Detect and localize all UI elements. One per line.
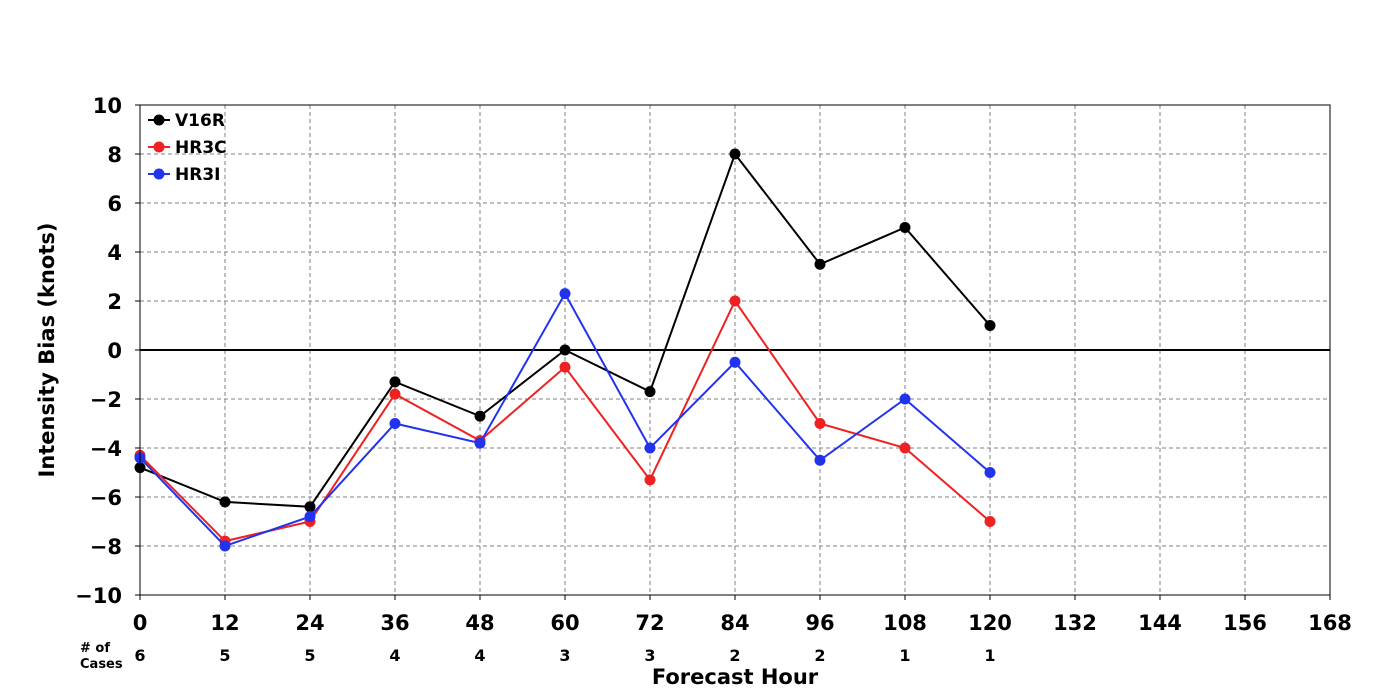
x-tick-label: 96	[805, 611, 834, 635]
case-count: 4	[474, 646, 485, 665]
x-tick-label: 120	[968, 611, 1012, 635]
case-count: 6	[134, 646, 145, 665]
series-point-hr3c	[729, 295, 741, 307]
cases-title-line2: Cases	[80, 657, 123, 672]
legend-label-v16r: V16R	[175, 111, 225, 131]
case-count: 1	[984, 646, 995, 665]
y-tick-label: −6	[90, 486, 122, 510]
series-point-hr3i	[559, 288, 571, 300]
series-point-v16r	[389, 376, 401, 388]
legend-label-hr3c: HR3C	[175, 138, 227, 158]
series-point-hr3i	[219, 540, 231, 552]
series-point-hr3i	[474, 437, 486, 449]
series-point-hr3i	[899, 393, 911, 405]
series-point-hr3i	[389, 418, 401, 429]
case-count: 3	[644, 646, 655, 665]
series-point-hr3c	[984, 516, 996, 527]
data-series	[134, 148, 996, 552]
series-point-hr3c	[899, 442, 911, 454]
legend-label-hr3i: HR3I	[175, 165, 220, 185]
series-point-hr3i	[814, 454, 826, 466]
cases-title-line1: # of	[80, 641, 110, 656]
x-tick-label: 144	[1138, 611, 1182, 635]
legend-marker-hr3i	[153, 168, 165, 180]
series-point-hr3c	[559, 361, 571, 373]
series-point-v16r	[984, 320, 996, 331]
case-count: 5	[304, 646, 315, 665]
y-tick-label: −8	[90, 535, 122, 559]
legend-marker-v16r	[153, 114, 165, 126]
y-tick-label: 6	[107, 192, 122, 216]
series-point-hr3c	[814, 418, 826, 429]
x-tick-label: 168	[1308, 611, 1352, 635]
case-count: 2	[729, 646, 740, 665]
x-tick-labels: 0 12 24 36 48 60 72 84 96 108 120 132 144 156 168	[133, 595, 1352, 635]
series-point-v16r	[304, 501, 316, 513]
y-tick-label: −4	[90, 437, 122, 461]
series-point-v16r	[644, 386, 656, 398]
x-tick-label: 72	[635, 611, 664, 635]
y-tick-label: 4	[107, 241, 122, 265]
legend: V16R HR3C HR3I	[148, 111, 227, 185]
x-tick-label: 60	[550, 611, 579, 635]
case-count: 1	[899, 646, 910, 665]
series-point-v16r	[899, 222, 911, 233]
x-axis-title: Forecast Hour	[652, 665, 819, 689]
case-count: 5	[219, 646, 230, 665]
case-count: 3	[559, 646, 570, 665]
y-tick-label: −2	[90, 388, 122, 412]
y-tick-label: 8	[107, 143, 122, 167]
y-tick-label: 0	[107, 339, 122, 363]
x-tick-label: 132	[1053, 611, 1097, 635]
series-point-hr3c	[389, 388, 401, 400]
x-tick-label: 24	[295, 611, 324, 635]
x-tick-label: 48	[465, 611, 494, 635]
y-axis-title: Intensity Bias (knots)	[35, 223, 59, 478]
y-tick-label: 10	[93, 94, 122, 118]
case-count: 2	[814, 646, 825, 665]
series-point-hr3i	[304, 511, 316, 523]
x-tick-label: 12	[210, 611, 239, 635]
series-point-hr3i	[644, 442, 656, 454]
legend-marker-hr3c	[153, 141, 165, 153]
series-point-hr3i	[729, 356, 741, 368]
series-point-hr3c	[644, 474, 656, 486]
series-point-v16r	[814, 258, 826, 270]
case-count: 4	[389, 646, 400, 665]
x-tick-label: 36	[380, 611, 409, 635]
y-tick-label: 2	[107, 290, 122, 314]
series-point-v16r	[729, 148, 741, 160]
series-point-v16r	[559, 344, 571, 356]
series-point-v16r	[219, 496, 231, 508]
x-tick-label: 108	[883, 611, 927, 635]
y-tick-labels: 10 8 6 4 2 0 −2 −4 −6 −8 −10	[75, 94, 140, 608]
series-point-v16r	[474, 410, 486, 422]
x-tick-label: 156	[1223, 611, 1267, 635]
x-tick-label: 84	[720, 611, 749, 635]
series-point-hr3i	[984, 467, 996, 478]
x-tick-label: 0	[133, 611, 148, 635]
y-tick-label: −10	[75, 584, 122, 608]
